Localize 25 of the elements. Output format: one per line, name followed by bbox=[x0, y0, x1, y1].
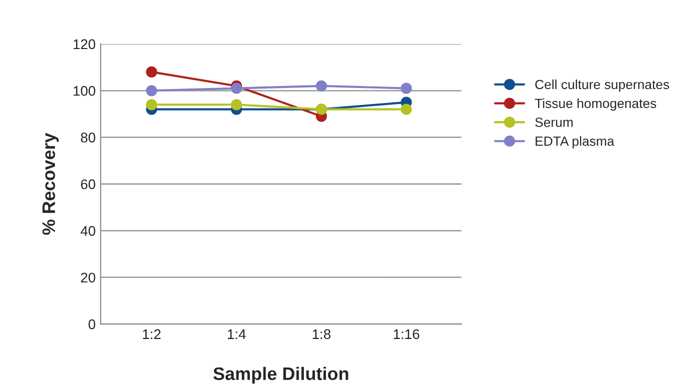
legend-label: Tissue homogenates bbox=[534, 98, 656, 111]
point bbox=[146, 66, 158, 78]
x-tick-label: 1:4 bbox=[228, 329, 246, 339]
point bbox=[230, 99, 242, 110]
y-tick-label: 40 bbox=[80, 226, 96, 236]
legend-label: EDTA plasma bbox=[536, 136, 614, 148]
y-tick-label: 20 bbox=[81, 272, 96, 283]
point bbox=[230, 82, 242, 94]
point bbox=[400, 82, 412, 94]
x-tick-label: 1:8 bbox=[312, 329, 330, 340]
x-axis-title: Sample Dilution bbox=[213, 366, 348, 384]
legend-label: Serum bbox=[535, 118, 573, 127]
point bbox=[146, 99, 158, 110]
legend-label: Cell culture supernates bbox=[535, 79, 670, 92]
y-tick-label: 80 bbox=[80, 132, 96, 142]
y-tick-label: 0 bbox=[88, 319, 96, 330]
y-tick-label: 60 bbox=[81, 179, 96, 190]
x-tick-label: 1:2 bbox=[142, 329, 161, 339]
point bbox=[316, 80, 327, 92]
y-tick-label: 120 bbox=[74, 39, 96, 50]
y-axis-title: % Recovery bbox=[42, 132, 59, 235]
x-tick-label: 1:16 bbox=[394, 329, 420, 340]
point bbox=[146, 85, 158, 96]
y-tick-label: 100 bbox=[74, 86, 96, 96]
point bbox=[400, 104, 412, 115]
